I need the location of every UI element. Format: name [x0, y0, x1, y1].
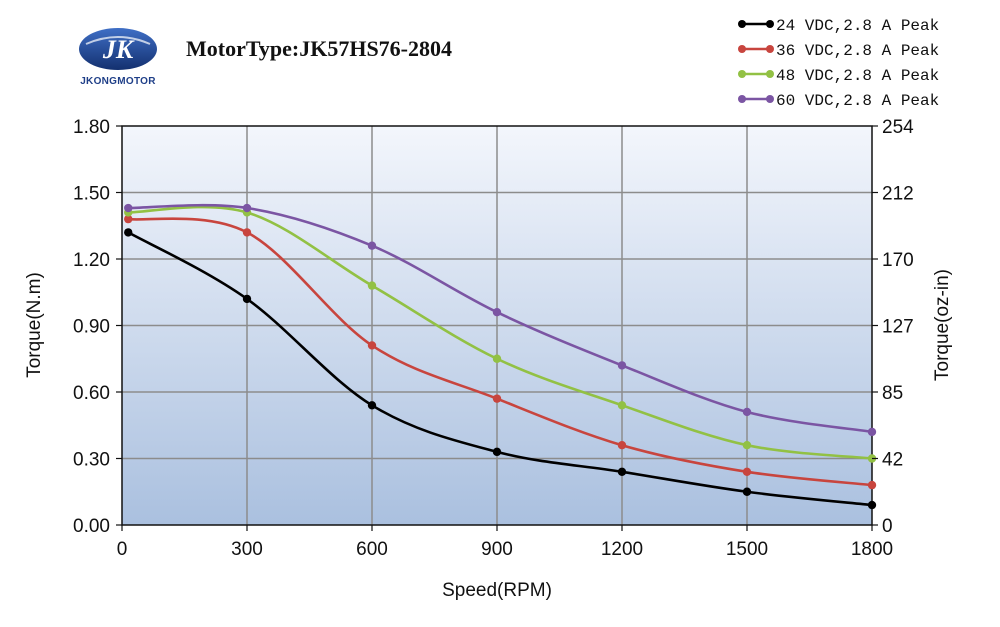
y-tick-label: 0.60 — [73, 383, 110, 404]
legend-entry: 48 VDC,2.8 A Peak — [738, 67, 939, 85]
legend-label: 60 VDC,2.8 A Peak — [776, 92, 939, 110]
data-point — [742, 407, 752, 417]
y-tick-label: 1.50 — [73, 184, 110, 205]
logo-letters: JK — [102, 35, 135, 64]
x-tick-label: 300 — [231, 539, 263, 560]
data-point — [867, 500, 877, 510]
y-tick-label: 0.30 — [73, 450, 110, 471]
data-point — [367, 341, 377, 350]
x-axis-ticks: 0 300 600 900 1200 1500 1800 — [117, 525, 893, 560]
data-point — [617, 361, 627, 370]
data-point — [742, 487, 752, 496]
y-axis-ticks: 0.00 0.30 0.60 0.90 1.20 1.50 1.80 — [73, 117, 122, 537]
y2-tick-label: 170 — [882, 250, 914, 271]
y-tick-label: 0.00 — [73, 516, 110, 537]
data-point — [367, 241, 377, 250]
data-point — [124, 214, 133, 224]
y-tick-label: 0.90 — [73, 317, 110, 338]
data-point — [124, 228, 133, 237]
data-point — [367, 401, 377, 410]
data-point — [367, 281, 377, 290]
x-tick-label: 900 — [481, 539, 513, 560]
x-tick-label: 0 — [117, 539, 128, 560]
legend: 24 VDC,2.8 A Peak 36 VDC,2.8 A Peak 48 VDC… — [738, 17, 939, 110]
legend-marker — [766, 95, 774, 103]
legend-marker — [766, 70, 774, 78]
data-point — [742, 441, 752, 450]
legend-label: 36 VDC,2.8 A Peak — [776, 42, 939, 60]
legend-label: 48 VDC,2.8 A Peak — [776, 67, 939, 85]
data-point — [242, 203, 252, 213]
y2-tick-label: 212 — [882, 184, 914, 205]
y2-tick-label: 0 — [882, 516, 893, 537]
y2-axis-ticks: 0 42 85 127 170 212 254 — [872, 117, 914, 537]
grid-lines — [122, 126, 872, 525]
y2-tick-label: 85 — [882, 383, 903, 404]
x-tick-label: 1500 — [726, 539, 768, 560]
x-tick-label: 1200 — [601, 539, 643, 560]
motor-type-title: MotorType:JK57HS76-2804 — [186, 36, 452, 61]
legend-marker — [766, 45, 774, 53]
legend-entry: 24 VDC,2.8 A Peak — [738, 17, 939, 35]
y2-tick-label: 42 — [882, 450, 903, 471]
data-point — [492, 308, 502, 317]
legend-marker — [738, 95, 746, 103]
data-point — [617, 401, 627, 410]
y2-tick-label: 254 — [882, 117, 914, 138]
x-tick-label: 1800 — [851, 539, 893, 560]
data-point — [617, 467, 627, 476]
data-point — [242, 228, 252, 237]
legend-marker — [766, 20, 774, 28]
series-1 — [124, 228, 877, 510]
data-point — [492, 394, 502, 403]
data-point — [492, 354, 502, 363]
y2-axis-title: Torque(oz-in) — [932, 269, 953, 381]
series-layer — [124, 203, 877, 510]
brand-logo: JK JKONGMOTOR — [79, 28, 157, 87]
y-tick-label: 1.80 — [73, 117, 110, 138]
legend-entry: 36 VDC,2.8 A Peak — [738, 42, 939, 60]
x-axis-title: Speed(RPM) — [442, 580, 552, 601]
data-point — [617, 441, 627, 450]
y-axis-title: Torque(N.m) — [24, 272, 45, 378]
legend-label: 24 VDC,2.8 A Peak — [776, 17, 939, 35]
data-point — [242, 294, 252, 304]
legend-marker — [738, 20, 746, 28]
series-2 — [124, 214, 877, 490]
data-point — [867, 480, 877, 490]
data-point — [124, 203, 133, 213]
legend-marker — [738, 45, 746, 53]
x-tick-label: 600 — [356, 539, 388, 560]
data-point — [867, 427, 877, 437]
brand-name: JKONGMOTOR — [80, 76, 156, 87]
data-point — [492, 447, 502, 457]
legend-marker — [738, 70, 746, 78]
logo-emblem-icon — [79, 28, 157, 70]
data-point — [742, 467, 752, 476]
y2-tick-label: 127 — [882, 317, 914, 338]
y-tick-label: 1.20 — [73, 250, 110, 271]
series-4 — [124, 203, 877, 437]
legend-entry: 60 VDC,2.8 A Peak — [738, 92, 939, 110]
